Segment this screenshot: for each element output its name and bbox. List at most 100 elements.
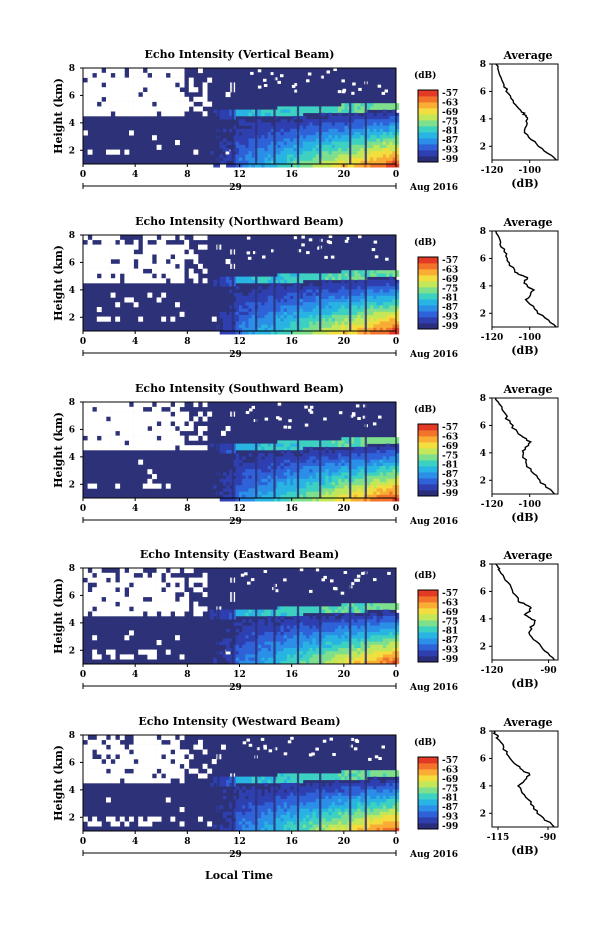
intensity-cell	[293, 315, 297, 319]
intensity-cell	[377, 135, 381, 139]
intensity-cell	[236, 299, 240, 303]
missing-cell	[152, 474, 157, 479]
intensity-cell	[284, 331, 288, 335]
intensity-cell	[357, 616, 361, 620]
intensity-cell	[277, 613, 281, 617]
intensity-cell	[335, 651, 339, 655]
intensity-cell	[380, 103, 384, 107]
intensity-cell	[284, 289, 288, 293]
intensity-cell	[293, 447, 297, 451]
missing-cell	[115, 436, 120, 441]
intensity-cell	[380, 629, 384, 633]
intensity-cell	[367, 440, 371, 444]
intensity-cell	[306, 110, 310, 114]
missing-cell	[310, 411, 314, 414]
intensity-cell	[284, 305, 288, 309]
intensity-cell	[380, 126, 384, 130]
missing-cell	[124, 82, 129, 87]
intensity-cell	[306, 453, 310, 457]
intensity-cell	[316, 289, 320, 293]
intensity-cell	[325, 629, 329, 633]
missing-cell	[129, 87, 134, 92]
intensity-cell	[236, 645, 240, 649]
intensity-cell	[361, 119, 365, 123]
intensity-cell	[293, 645, 297, 649]
intensity-cell	[261, 110, 265, 114]
intensity-cell	[345, 106, 349, 110]
missing-cell	[152, 654, 157, 659]
intensity-cell	[277, 309, 281, 313]
intensity-cell	[332, 116, 336, 120]
intensity-cell	[313, 331, 317, 335]
missing-cell	[143, 240, 148, 245]
intensity-cell	[386, 321, 390, 325]
intensity-cell	[367, 658, 371, 662]
intensity-cell	[332, 616, 336, 620]
missing-cell	[134, 78, 139, 83]
missing-cell	[120, 92, 125, 97]
intensity-cell	[242, 325, 246, 329]
intensity-cell	[338, 488, 342, 492]
intensity-cell	[386, 270, 390, 274]
intensity-cell	[380, 138, 384, 142]
intensity-cell	[338, 658, 342, 662]
intensity-cell	[351, 132, 355, 136]
intensity-cell	[239, 447, 243, 451]
intensity-cell	[306, 142, 310, 146]
intensity-cell	[364, 331, 368, 335]
intensity-cell	[338, 110, 342, 114]
intensity-cell	[367, 318, 371, 322]
intensity-cell	[367, 148, 371, 152]
intensity-cell	[277, 145, 281, 149]
missing-cell	[115, 302, 120, 307]
missing-cell	[129, 592, 134, 597]
intensity-cell	[239, 299, 243, 303]
intensity-cell	[383, 154, 387, 158]
intensity-cell	[393, 110, 397, 114]
missing-cell	[226, 426, 231, 431]
intensity-cell	[277, 638, 281, 642]
intensity-cell	[389, 309, 393, 313]
intensity-cell	[309, 331, 313, 335]
intensity-cell	[380, 642, 384, 646]
intensity-cell	[242, 302, 246, 306]
intensity-cell	[370, 613, 374, 617]
intensity-cell	[277, 648, 281, 652]
missing-cell	[111, 240, 116, 245]
intensity-cell	[367, 289, 371, 293]
intensity-cell	[236, 148, 240, 152]
intensity-cell	[252, 151, 256, 155]
intensity-cell	[377, 450, 381, 454]
colorbar-segment	[418, 138, 438, 144]
intensity-cell	[354, 485, 358, 489]
intensity-cell	[361, 466, 365, 470]
intensity-cell	[293, 321, 297, 325]
intensity-cell	[287, 154, 291, 158]
intensity-cell	[319, 331, 323, 335]
intensity-cell	[242, 466, 246, 470]
intensity-cell	[393, 466, 397, 470]
intensity-cell	[258, 488, 262, 492]
intensity-cell	[386, 469, 390, 473]
intensity-cell	[345, 145, 349, 149]
intensity-cell	[300, 613, 304, 617]
intensity-cell	[370, 296, 374, 300]
intensity-cell	[223, 325, 227, 329]
missing-cell	[152, 87, 157, 92]
intensity-cell	[309, 119, 313, 123]
intensity-cell	[377, 305, 381, 309]
missing-cell	[138, 102, 143, 107]
intensity-cell	[306, 492, 310, 496]
intensity-cell	[277, 142, 281, 146]
intensity-cell	[357, 658, 361, 662]
intensity-cell	[373, 151, 377, 155]
intensity-cell	[265, 110, 269, 114]
missing-cell	[157, 426, 162, 431]
intensity-cell	[335, 122, 339, 126]
intensity-cell	[389, 463, 393, 467]
missing-cell	[92, 568, 97, 573]
missing-cell	[157, 68, 162, 73]
intensity-cell	[357, 642, 361, 646]
missing-cell	[157, 254, 162, 259]
intensity-cell	[357, 456, 361, 460]
